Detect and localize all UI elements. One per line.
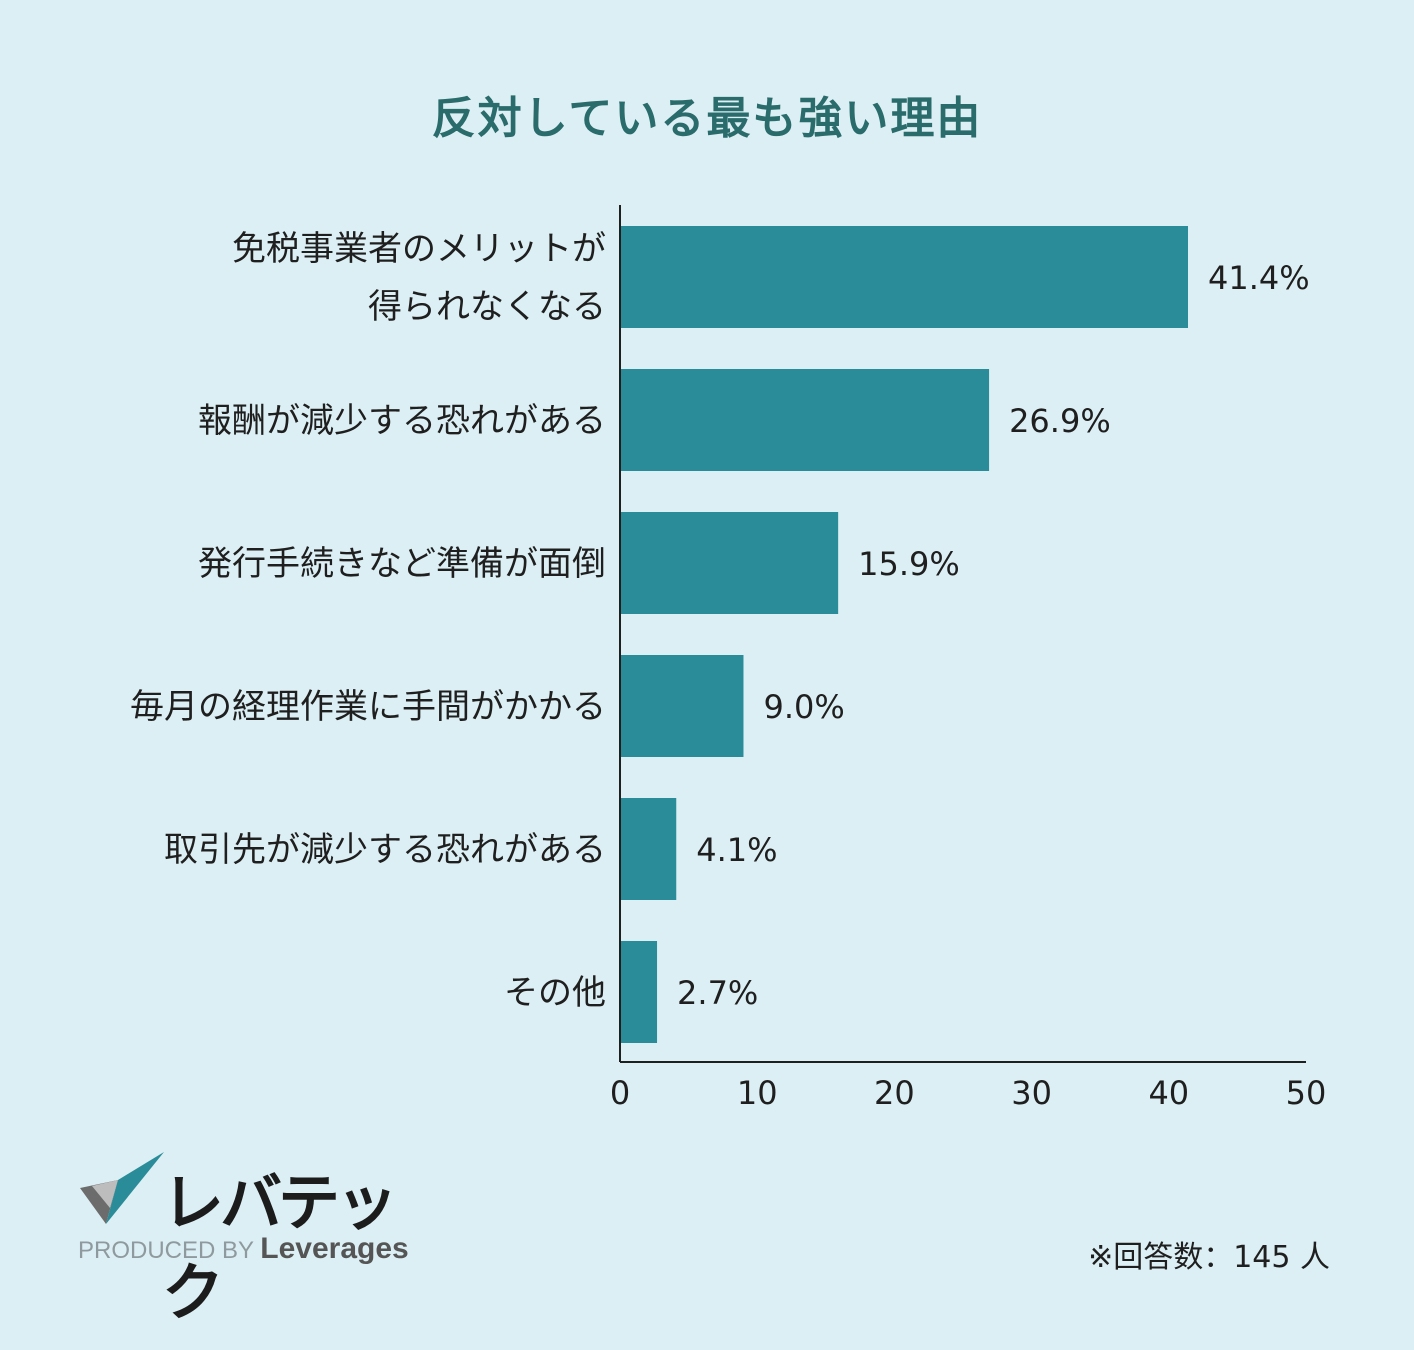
x-tick-label-50: 50 [1286, 1074, 1327, 1112]
bar-2 [620, 512, 839, 614]
x-tick-label-40: 40 [1148, 1074, 1189, 1112]
value-label-3: 9.0% [763, 688, 844, 726]
logo-brand-text: レバテック [162, 1166, 398, 1329]
bar-4 [620, 798, 677, 900]
value-label-0: 41.4% [1208, 259, 1310, 297]
company-name: Leverages [260, 1232, 409, 1265]
category-label-0-line-1: 得られなくなる [368, 287, 606, 327]
category-label-1: 報酬が減少する恐れがある [198, 401, 606, 441]
x-tick-label-30: 30 [1011, 1074, 1052, 1112]
value-label-1: 26.9% [1009, 402, 1111, 440]
category-label-5: その他 [504, 973, 606, 1013]
chart-title: 反対している最も強い理由 [431, 93, 983, 144]
value-label-4: 4.1% [696, 831, 777, 869]
produced-by-line: PRODUCED BY Leverages [78, 1232, 409, 1266]
x-tick-label-0: 0 [610, 1074, 630, 1112]
checkmark-logo-icon [80, 1152, 164, 1224]
category-label-3: 毎月の経理作業に手間がかかる [130, 687, 606, 727]
respondent-count-note: ※回答数：145 人 [1088, 1240, 1330, 1275]
category-label-0-line-0: 免税事業者のメリットが [232, 229, 606, 269]
bar-1 [620, 369, 990, 471]
category-label-4: 取引先が減少する恐れがある [164, 830, 606, 870]
x-tick-label-10: 10 [737, 1074, 778, 1112]
bar-3 [620, 655, 744, 757]
value-label-2: 15.9% [858, 545, 960, 583]
produced-by-label: PRODUCED BY [78, 1237, 254, 1264]
bar-5 [620, 941, 658, 1043]
category-label-2: 発行手続きなど準備が面倒 [198, 544, 606, 584]
value-label-5: 2.7% [677, 974, 758, 1012]
bar-0 [620, 226, 1189, 328]
x-tick-label-20: 20 [874, 1074, 915, 1112]
levtech-logo: レバテック PRODUCED BY Leverages [78, 1150, 438, 1329]
